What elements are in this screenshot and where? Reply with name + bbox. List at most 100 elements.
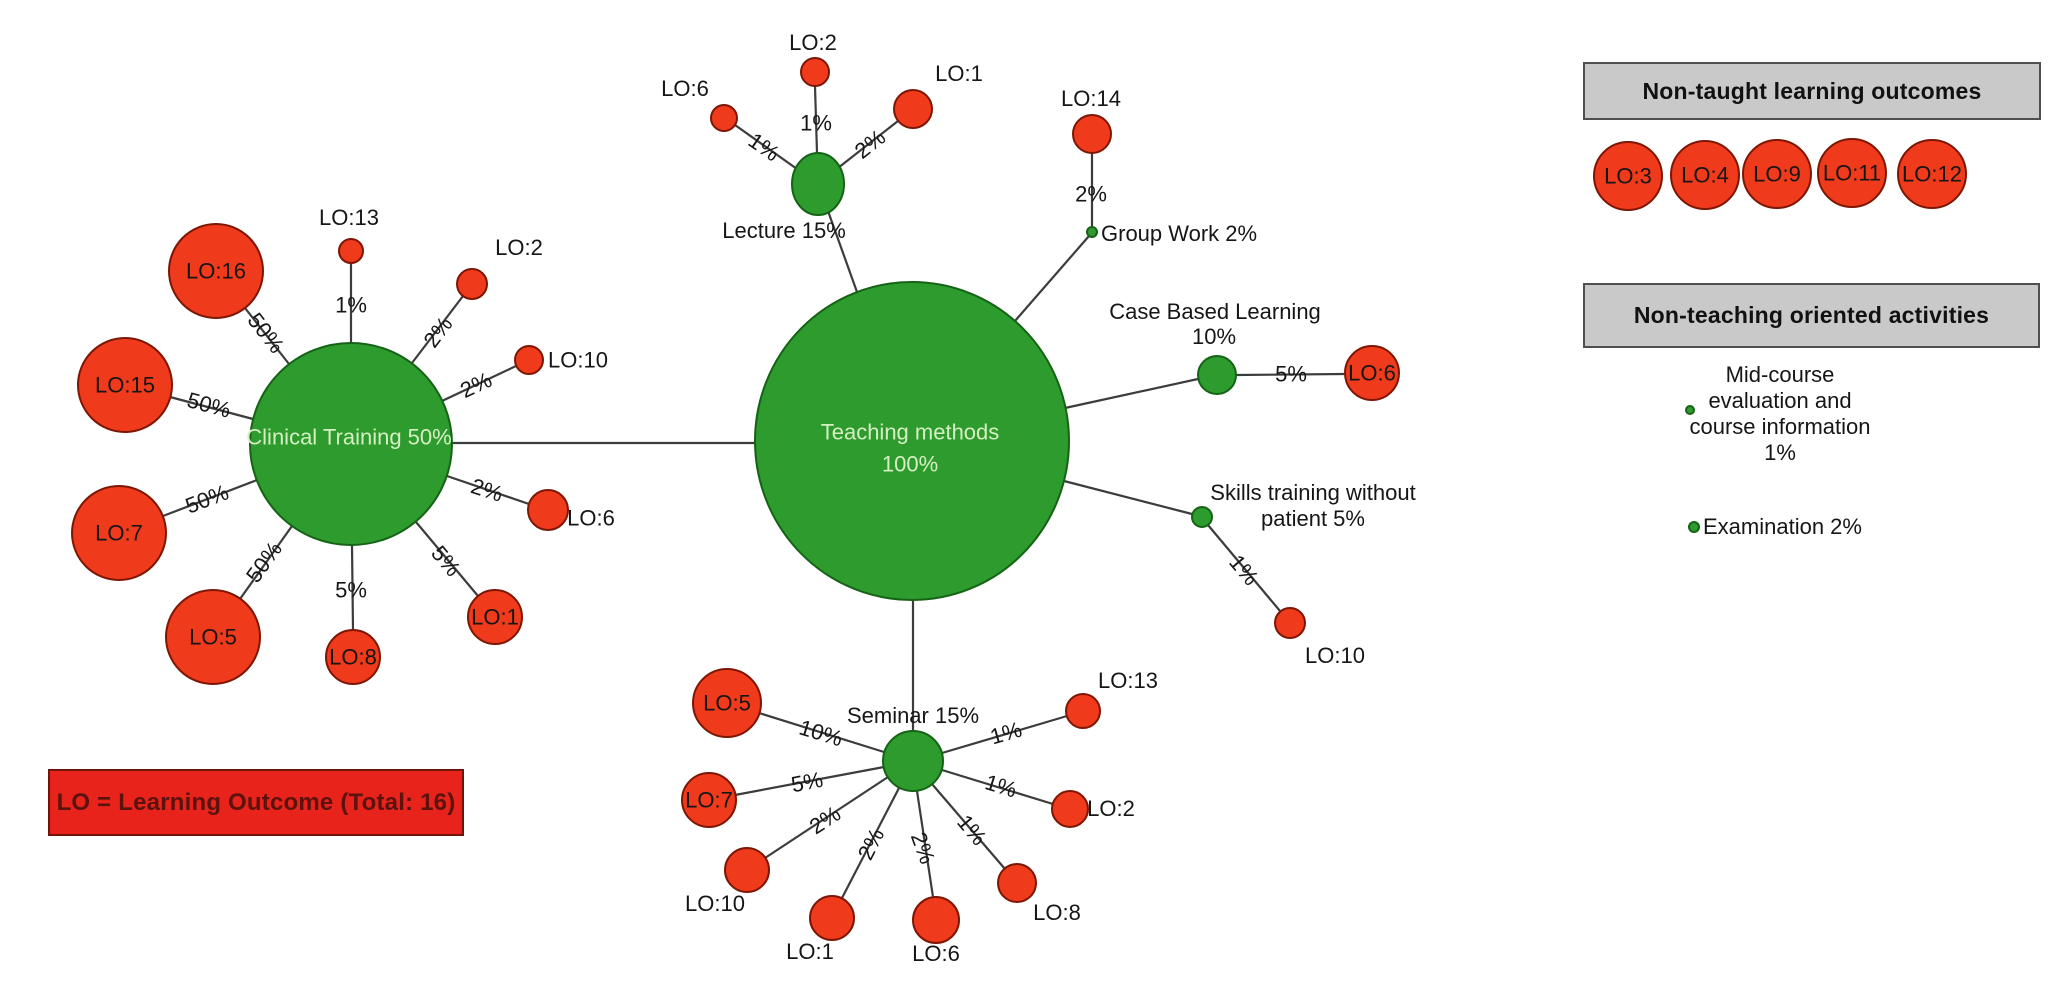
label-lo3-panel: LO:3	[1604, 164, 1652, 189]
edge-label-lo6-lecture: 1%	[744, 128, 784, 167]
edge-line-22	[841, 787, 900, 899]
edge-line-23	[915, 790, 935, 898]
node-lecture[interactable]	[791, 152, 845, 216]
node-lo10-skills[interactable]	[1274, 607, 1306, 639]
edge-line-20	[734, 765, 885, 797]
node-lo5-clinical[interactable]	[165, 589, 261, 685]
label-lo10-skills: LO:10	[1305, 643, 1365, 668]
node-lo1-seminar[interactable]	[809, 895, 855, 941]
edge-line-12	[1014, 235, 1090, 322]
label-clinical-training: Clinical Training 50%	[246, 425, 451, 450]
node-lo8-clinical[interactable]	[325, 629, 381, 685]
node-lo4-panel[interactable]	[1670, 140, 1740, 210]
node-lo6-clinical[interactable]	[527, 489, 569, 531]
edge-line-16	[1063, 479, 1193, 516]
edge-label-lo2-seminar: 1%	[982, 769, 1020, 802]
label-lo16: LO:16	[186, 259, 246, 284]
edge-line-17	[1207, 524, 1281, 612]
node-group-work[interactable]	[1086, 226, 1098, 238]
label-midcourse-4: 1%	[1764, 440, 1796, 465]
edge-line-2	[411, 295, 464, 364]
node-lo1-clinical[interactable]	[467, 589, 523, 645]
label-lo13-seminar: LO:13	[1098, 668, 1158, 693]
label-midcourse-1: Mid-course	[1726, 362, 1835, 387]
node-lo10-seminar[interactable]	[724, 847, 770, 893]
node-lo7-clinical[interactable]	[71, 485, 167, 581]
edge-label-lo8-clinical: 5%	[335, 578, 367, 603]
label-lo2-seminar: LO:2	[1087, 796, 1135, 821]
node-seminar[interactable]	[882, 730, 944, 792]
label-lo8-clinical: LO:8	[329, 645, 377, 670]
label-lo13-clinical: LO:13	[319, 205, 379, 230]
node-lo6-cbl[interactable]	[1344, 345, 1400, 401]
label-lo10-clinical: LO:10	[548, 348, 608, 373]
node-lo2-seminar[interactable]	[1051, 790, 1089, 828]
label-lo2-clinical: LO:2	[495, 235, 543, 260]
legend-box: LO = Learning Outcome (Total: 16)	[48, 769, 464, 836]
node-case-based-learning[interactable]	[1197, 355, 1237, 395]
label-lo10-seminar: LO:10	[685, 891, 745, 916]
node-lo8-seminar[interactable]	[997, 863, 1037, 903]
edge-line-26	[941, 714, 1068, 755]
edge-line-6	[239, 525, 293, 600]
label-skills-training-1: Skills training without	[1210, 480, 1415, 505]
node-lo16-clinical[interactable]	[168, 223, 264, 319]
node-teaching-methods[interactable]	[754, 281, 1070, 601]
panel-non-taught-header: Non-taught learning outcomes	[1583, 62, 2041, 120]
label-group-work: Group Work 2%	[1101, 221, 1257, 246]
label-lo5-clinical: LO:5	[189, 625, 237, 650]
edge-label-lo10-clinical: 2%	[456, 367, 495, 403]
edge-line-7	[350, 544, 355, 631]
node-skills-training[interactable]	[1191, 506, 1213, 528]
edge-label-lo1-seminar: 2%	[853, 824, 890, 864]
node-lo13-clinical[interactable]	[338, 238, 364, 264]
node-lo12-panel[interactable]	[1897, 139, 1967, 209]
edge-label-lo7-seminar: 5%	[789, 767, 825, 798]
label-lo1-seminar: LO:1	[786, 939, 834, 964]
label-lo7-clinical: LO:7	[95, 521, 143, 546]
edge-label-lo7-clinical: 50%	[182, 479, 232, 518]
panel-non-teaching-header: Non-teaching oriented activities	[1583, 283, 2040, 348]
label-lo7-seminar: LO:7	[685, 788, 733, 813]
edge-line-28	[813, 85, 819, 154]
edge-label-lo13-seminar: 1%	[987, 717, 1024, 750]
node-lo6-lecture[interactable]	[710, 104, 738, 132]
edge-label-lo5-seminar: 10%	[796, 715, 845, 752]
edge-line-3	[441, 365, 517, 402]
node-lo10-clinical[interactable]	[514, 345, 544, 375]
edge-line-21	[764, 776, 889, 859]
label-lo5-seminar: LO:5	[703, 691, 751, 716]
label-lo4-panel: LO:4	[1681, 163, 1729, 188]
edge-label-lo2-lecture: 1%	[800, 111, 832, 136]
node-lo1-lecture[interactable]	[893, 89, 933, 129]
edge-line-25	[941, 768, 1054, 806]
node-examination-dot[interactable]	[1688, 521, 1700, 533]
edge-label-lo6-seminar: 2%	[906, 829, 940, 867]
node-lo6-seminar[interactable]	[912, 896, 960, 944]
label-lo2-lecture: LO:2	[789, 30, 837, 55]
node-lo3-panel[interactable]	[1593, 141, 1663, 211]
label-lo8-seminar: LO:8	[1033, 900, 1081, 925]
label-seminar: Seminar 15%	[847, 703, 979, 728]
node-lo9-panel[interactable]	[1742, 139, 1812, 209]
node-midcourse-dot[interactable]	[1685, 405, 1695, 415]
node-lo2-lecture[interactable]	[800, 57, 830, 87]
edge-line-4	[169, 395, 254, 421]
label-lo6-cbl: LO:6	[1348, 361, 1396, 386]
label-skills-training-2: patient 5%	[1261, 506, 1365, 531]
node-lo2-clinical[interactable]	[456, 268, 488, 300]
label-case-based-learning-pct: 10%	[1192, 324, 1236, 349]
node-lo14-groupwork[interactable]	[1072, 114, 1112, 154]
label-lo12-panel: LO:12	[1902, 162, 1962, 187]
edge-line-29	[837, 120, 899, 169]
node-lo7-seminar[interactable]	[681, 772, 737, 828]
node-lo5-seminar[interactable]	[692, 668, 762, 738]
label-lo1-clinical: LO:1	[471, 605, 519, 630]
edge-label-lo6-clinical: 2%	[468, 473, 506, 507]
node-lo11-panel[interactable]	[1817, 138, 1887, 208]
node-lo15-clinical[interactable]	[77, 337, 173, 433]
edge-line-11	[826, 210, 859, 293]
node-clinical-training[interactable]	[249, 342, 453, 546]
node-lo13-seminar[interactable]	[1065, 693, 1101, 729]
